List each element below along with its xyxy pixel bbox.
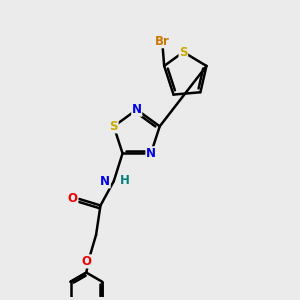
Text: S: S	[110, 120, 118, 133]
Text: N: N	[132, 103, 142, 116]
Text: Br: Br	[155, 35, 170, 48]
Text: O: O	[81, 255, 91, 268]
Text: H: H	[120, 174, 130, 187]
Text: O: O	[68, 192, 78, 205]
Text: N: N	[100, 175, 110, 188]
Text: N: N	[146, 147, 156, 160]
Text: S: S	[179, 46, 188, 59]
